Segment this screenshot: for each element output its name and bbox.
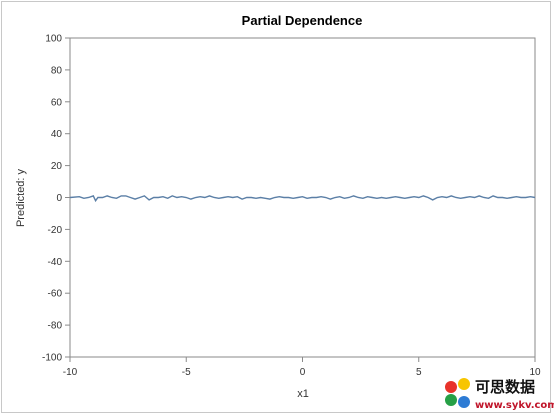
y-tick-label: -60 (48, 289, 63, 300)
watermark-dot-green (445, 394, 457, 406)
y-tick-label: -100 (42, 353, 62, 364)
series-line (69, 195, 536, 203)
y-tick-label: 80 (51, 65, 63, 76)
y-tick-label: -40 (48, 257, 63, 268)
y-axis: 100 80 60 40 20 0 -20 -40 -60 -80 -100 (42, 34, 70, 364)
y-tick-label: 0 (56, 193, 62, 204)
watermark-url: www.sykv.com (475, 400, 554, 411)
watermark-dot-blue (458, 396, 470, 408)
x-tick-label: -10 (63, 367, 78, 378)
x-axis-label: x1 (297, 388, 309, 400)
y-tick-label: 100 (45, 34, 62, 45)
x-axis: -10 -5 0 5 10 (63, 357, 541, 378)
y-tick-label: 40 (51, 129, 63, 140)
chart-title: Partial Dependence (242, 13, 363, 28)
y-tick-label: 20 (51, 161, 63, 172)
x-tick-label: 5 (416, 367, 422, 378)
y-tick-label: 60 (51, 97, 63, 108)
watermark-text: 可思数据 (475, 378, 535, 396)
watermark-dot-yellow (458, 378, 470, 390)
x-tick-label: 10 (529, 367, 541, 378)
watermark: 可思数据 www.sykv.com (445, 378, 554, 411)
y-tick-label: -20 (48, 225, 63, 236)
watermark-dot-red (445, 381, 457, 393)
x-tick-label: -5 (182, 367, 191, 378)
x-tick-label: 0 (300, 367, 306, 378)
series-group (69, 195, 536, 203)
y-tick-label: -80 (48, 321, 63, 332)
y-axis-label: Predicted: y (15, 168, 27, 227)
